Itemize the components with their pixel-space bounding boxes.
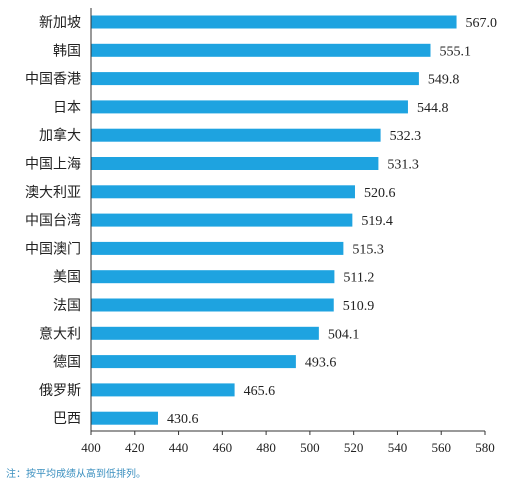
x-tick-label: 580 [475, 440, 495, 455]
bars-group [91, 15, 457, 425]
bar [91, 298, 334, 312]
bar [91, 213, 353, 227]
x-tick-label: 400 [81, 440, 101, 455]
category-label: 加拿大 [39, 127, 81, 144]
bar [91, 326, 319, 340]
bar [91, 43, 431, 57]
x-tick-label: 540 [388, 440, 408, 455]
value-label: 520.6 [364, 186, 396, 201]
category-label: 意大利 [39, 325, 81, 342]
bar [91, 128, 381, 142]
category-label: 中国澳门 [25, 241, 81, 257]
bar [91, 185, 355, 199]
x-axis: 400 420 440 460 480 500 520 540 560 580 [81, 8, 495, 455]
bar [91, 355, 296, 369]
value-label: 465.6 [244, 384, 276, 399]
x-tick-label: 500 [300, 440, 320, 455]
category-label: 澳大利亚 [25, 185, 81, 201]
footnote: 注：按平均成绩从高到低排列。 [6, 469, 146, 480]
value-label: 567.0 [466, 16, 498, 31]
category-label: 中国上海 [25, 157, 81, 173]
bar [91, 72, 419, 86]
category-label: 新加坡 [39, 15, 81, 31]
x-tick-label: 560 [431, 440, 451, 455]
value-label: 532.3 [390, 129, 422, 144]
x-tick-label: 440 [169, 440, 189, 455]
category-label: 中国台湾 [25, 212, 81, 229]
value-label: 531.3 [387, 158, 419, 173]
category-label: 美国 [53, 270, 81, 286]
bar [91, 411, 158, 425]
value-label: 430.6 [167, 412, 199, 427]
bar [91, 157, 379, 170]
value-labels-group: 567.0 555.1 549.8 544.8 532.3 531.3 520.6 519.4… [167, 16, 497, 427]
x-tick-label: 420 [125, 440, 145, 455]
category-label: 巴西 [53, 411, 81, 427]
category-label: 法国 [53, 298, 81, 314]
category-label: 德国 [53, 355, 81, 371]
category-labels-group: 新加坡韩国中国香港日本加拿大中国上海澳大利亚中国台湾中国澳门美国法国意大利德国俄… [25, 15, 81, 427]
value-label: 555.1 [439, 44, 471, 59]
bar [91, 270, 335, 284]
category-label: 俄罗斯 [39, 383, 81, 399]
category-label: 中国香港 [25, 72, 81, 88]
value-label: 493.6 [305, 356, 337, 371]
x-tick-label: 480 [256, 440, 276, 455]
category-label: 日本 [53, 100, 81, 116]
value-label: 549.8 [428, 73, 460, 88]
x-tick-label: 460 [213, 440, 233, 455]
category-label: 韩国 [53, 43, 81, 59]
value-label: 519.4 [361, 214, 393, 229]
bar [91, 15, 457, 29]
value-label: 511.2 [343, 271, 374, 286]
bar [91, 383, 235, 397]
bar [91, 100, 408, 114]
value-label: 510.9 [343, 299, 375, 314]
x-tick-label: 520 [344, 440, 364, 455]
value-label: 504.1 [328, 327, 360, 342]
value-label: 544.8 [417, 101, 449, 116]
value-label: 515.3 [352, 242, 384, 257]
bar [91, 241, 344, 255]
